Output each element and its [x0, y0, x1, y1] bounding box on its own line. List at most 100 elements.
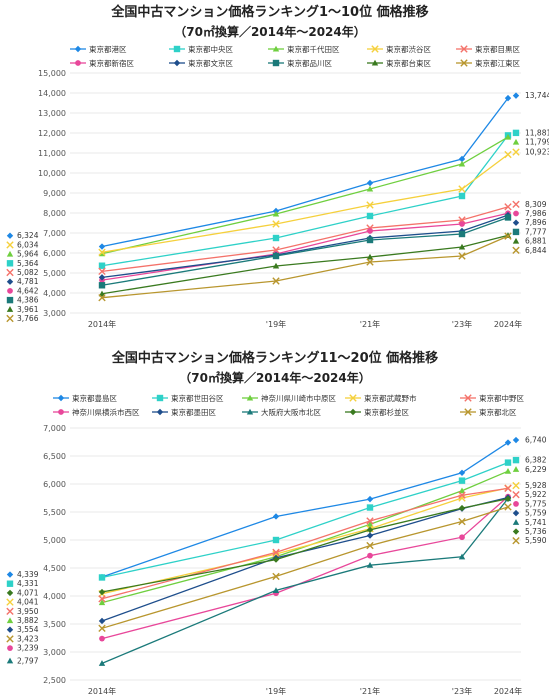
chart1-x-tick-label: 2014年: [88, 319, 116, 329]
chart1-series-line: [101, 134, 509, 267]
chart1-y-tick-label: 12,000: [38, 129, 66, 138]
label-marker-icon: [512, 129, 520, 137]
chart2-y-tick-label: 6,500: [43, 452, 66, 461]
chart2-end-value-text: 5,928: [525, 481, 547, 490]
chart1-data-point: [367, 228, 373, 234]
label-marker-icon: [6, 268, 14, 277]
label-marker-icon: [6, 232, 14, 239]
chart2-end-value-label: 5,928: [512, 481, 547, 490]
chart2-legend-label: 東京都豊島区: [72, 393, 117, 403]
chart1-y-tick-label: 6,000: [43, 249, 66, 258]
chart2-data-point: [272, 572, 280, 581]
chart1-start-value-text: 6,324: [17, 231, 39, 240]
chart2-data-point: [272, 587, 280, 593]
legend-marker-icon: [371, 45, 379, 53]
chart1-data-point: [458, 252, 466, 260]
chart1-title: 全国中古マンション価格ランキング1～10位 価格推移: [110, 4, 428, 20]
chart1-data-point: [366, 185, 374, 192]
chart1-y-tick-label: 7,000: [43, 229, 66, 238]
label-marker-icon: [6, 314, 14, 323]
chart1-start-value-text: 4,642: [17, 286, 39, 295]
chart1-end-value-label: 13,744: [512, 91, 549, 100]
chart2-x-tick-label: 2024年: [494, 686, 522, 696]
chart1-legend-item: 東京都台東区: [367, 58, 431, 68]
chart1-end-value-text: 8,309: [525, 200, 547, 209]
chart2-data-point: [504, 495, 512, 502]
chart2-start-value-label: 3,554: [6, 625, 39, 634]
chart1-data-point: [504, 214, 512, 221]
legend-marker-icon: [460, 45, 468, 53]
legend-marker-icon: [371, 59, 379, 66]
chart2-start-value-label: 4,331: [6, 579, 39, 588]
chart2-data-point: [366, 562, 374, 568]
label-marker-icon: [512, 481, 520, 490]
chart2-start-value-text: 4,339: [17, 570, 39, 579]
chart1-legend-label: 東京都渋谷区: [386, 44, 431, 54]
chart1-start-value-text: 4,386: [17, 296, 39, 305]
chart1-data-point: [366, 201, 374, 209]
chart1-data-point: [98, 267, 106, 276]
chart2-end-value-text: 5,922: [525, 490, 547, 499]
label-marker-icon: [512, 436, 520, 444]
chart2-data-point: [98, 599, 106, 606]
chart2-data-point: [98, 574, 106, 581]
label-marker-icon: [6, 626, 14, 633]
chart2-start-value-text: 3,950: [17, 607, 39, 616]
chart2-data-point: [98, 624, 106, 633]
chart2-data-point: [504, 467, 512, 474]
chart1-series-line: [101, 136, 509, 255]
chart2-start-value-label: 3,239: [7, 644, 39, 653]
chart2-data-point: [272, 548, 280, 557]
chart2-data-point: [504, 459, 512, 466]
chart1-y-tick-label: 5,000: [43, 269, 66, 278]
chart2-y-tick-label: 5,000: [43, 536, 66, 545]
chart2-data-point: [272, 556, 280, 563]
chart1-y-tick-label: 10,000: [38, 169, 66, 178]
chart2-data-point: [504, 439, 512, 446]
chart1-x-tick-label: 2024年: [494, 319, 522, 329]
chart1-start-value-text: 6,034: [17, 240, 39, 249]
label-marker-icon: [6, 260, 14, 267]
chart2-end-value-label: 5,741: [512, 518, 547, 527]
chart1-data-point: [504, 94, 512, 102]
chart1-data-point: [366, 212, 374, 220]
chart1-end-value-label: 6,881: [512, 237, 547, 246]
label-marker-icon: [7, 645, 13, 651]
chart2-data-point: [458, 487, 466, 494]
chart2-legend: 東京都豊島区 東京都世田谷区 神奈川県川崎市中原区 東京都武蔵野市 東京都中野区神奈川県…: [53, 393, 524, 417]
chart2-legend-item: 東京都武蔵野市: [345, 393, 417, 403]
chart2-title: 全国中古マンション価格ランキング11～20位 価格推移: [111, 350, 438, 366]
chart1-y-tick-label: 4,000: [43, 289, 66, 298]
chart1-legend-item: 東京都文京区: [169, 58, 233, 68]
legend-marker-icon: [246, 408, 254, 415]
chart2-end-value-text: 5,759: [525, 509, 547, 518]
chart2-data-point: [99, 635, 105, 642]
chart2-legend-label: 東京都杉並区: [364, 407, 409, 417]
chart2-data-point: [272, 513, 280, 520]
chart1-start-value-text: 5,082: [17, 268, 39, 277]
chart1-legend-item: 東京都新宿区: [70, 58, 134, 68]
label-marker-icon: [6, 607, 14, 616]
chart2-legend-label: 神奈川県横浜市西区: [72, 407, 140, 417]
chart2-end-value-text: 6,382: [525, 456, 547, 465]
chart2-data-point: [458, 517, 466, 526]
chart1-data-point: [458, 230, 466, 238]
chart2-data-point: [366, 521, 374, 527]
chart2-x-tick-label: '19年: [266, 686, 286, 696]
chart1-end-value-label: 6,844: [512, 246, 547, 255]
chart1-data-point: [504, 150, 512, 159]
label-marker-icon: [512, 138, 520, 145]
chart2-start-value-label: 2,797: [6, 656, 39, 665]
chart1-start-value-text: 3,961: [17, 305, 39, 314]
chart1-y-tick-label: 3,000: [43, 309, 66, 318]
label-marker-icon: [7, 288, 13, 294]
chart1-data-point: [458, 243, 466, 250]
chart2-end-value-label: 5,590: [512, 536, 547, 545]
chart2-data-point: [98, 588, 106, 596]
chart1-y-tick-label: 15,000: [38, 69, 66, 78]
chart2-data-point: [98, 617, 106, 625]
chart1-data-point: [272, 277, 280, 285]
legend-marker-icon: [75, 60, 81, 66]
chart2-start-value-text: 3,554: [17, 625, 39, 634]
